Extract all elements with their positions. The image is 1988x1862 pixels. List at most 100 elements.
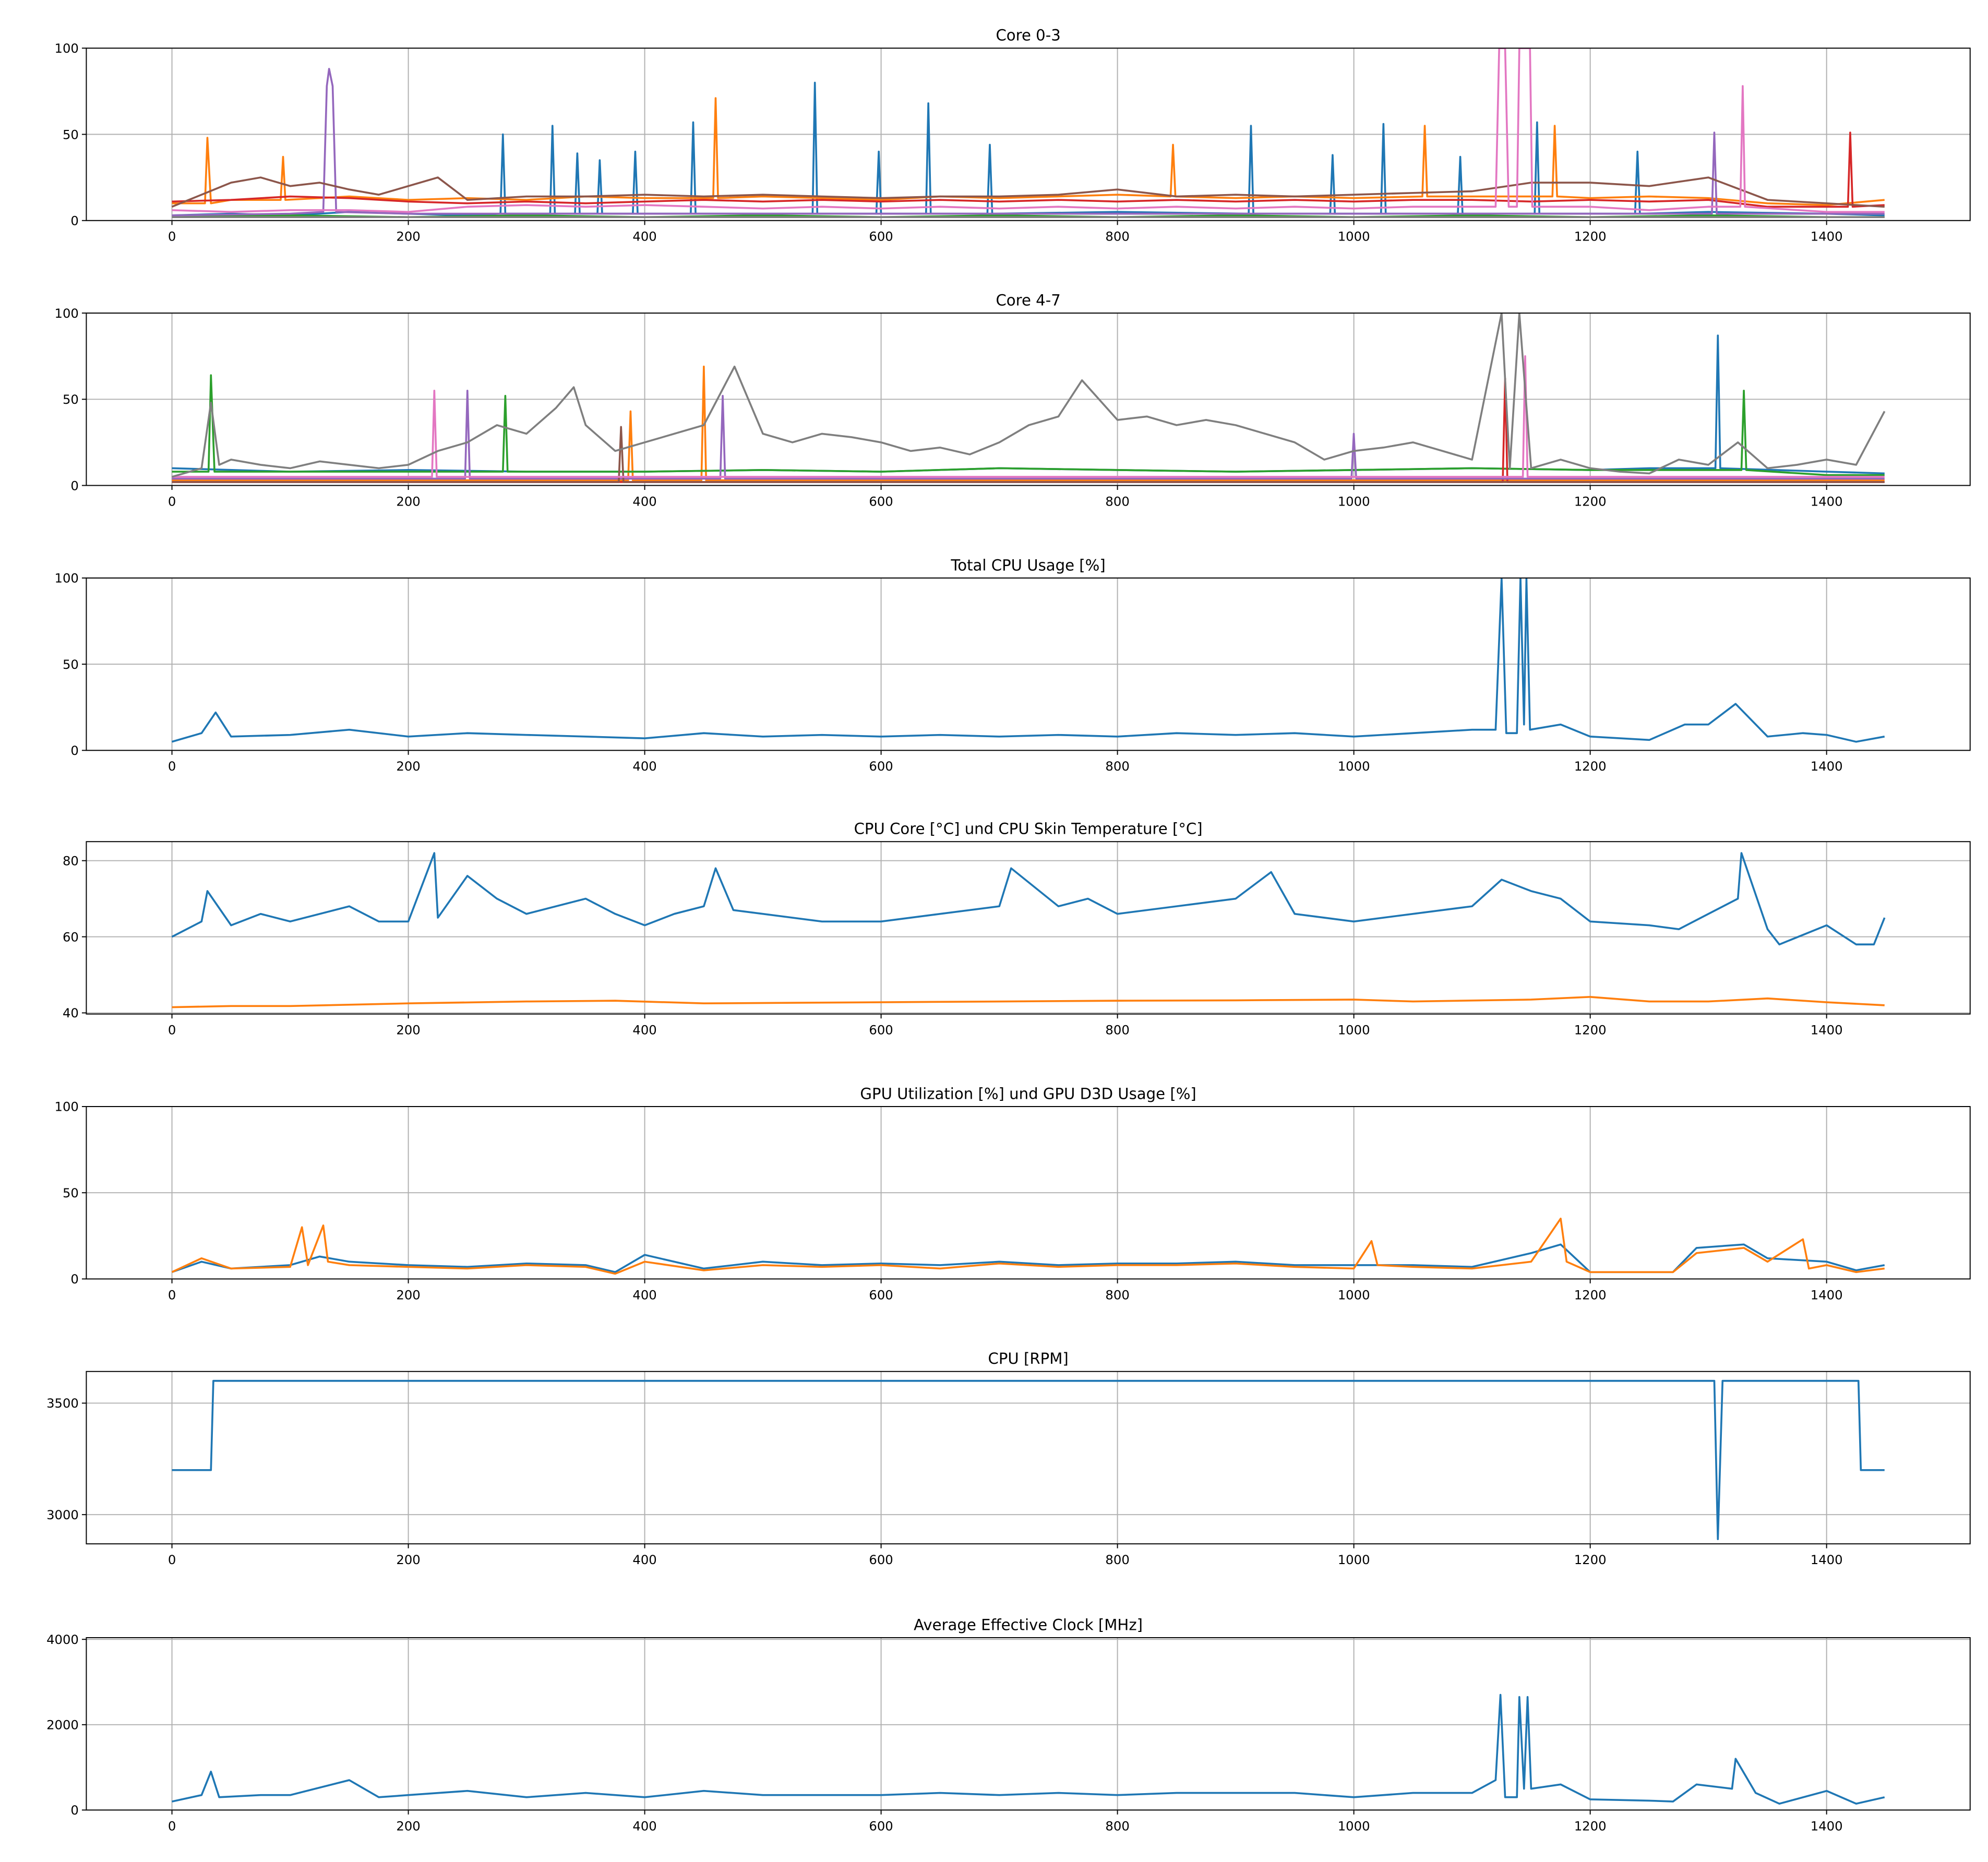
series-line-2 <box>172 365 1885 482</box>
x-tick-label: 400 <box>632 1023 656 1038</box>
axes-frame <box>86 1637 1971 1811</box>
x-tick-label: 1400 <box>1811 229 1843 244</box>
subplot-7: 0 200 400 600 800 1000 1200 1400 0 2000 4000 Averag… <box>46 1616 1971 1833</box>
x-tick-label: 1000 <box>1338 229 1370 244</box>
x-tick-label: 1400 <box>1811 494 1843 509</box>
y-tick-label: 60 <box>63 929 79 944</box>
y-tick-label: 50 <box>63 657 79 672</box>
x-tick-label: 400 <box>632 759 656 774</box>
subplot-title: GPU Utilization [%] und GPU D3D Usage [%… <box>860 1085 1196 1102</box>
x-tick-label: 0 <box>168 1023 176 1038</box>
series-line-8 <box>171 313 1886 478</box>
x-tick-label: 1000 <box>1338 494 1370 509</box>
x-tick-label: 1200 <box>1574 759 1607 774</box>
series-line-5 <box>172 68 1885 217</box>
x-tick-label: 800 <box>1105 229 1129 244</box>
x-tick-label: 1000 <box>1338 1552 1370 1567</box>
x-tick-label: 600 <box>869 1818 893 1833</box>
subplot-4: 0 200 400 600 800 1000 1200 1400 40 60 80 CPU Core … <box>63 820 1971 1038</box>
x-tick-label: 1400 <box>1811 1552 1843 1567</box>
x-tick-label: 1200 <box>1574 1818 1607 1833</box>
x-tick-label: 600 <box>869 229 893 244</box>
series-line-4 <box>172 377 1885 483</box>
x-tick-label: 1200 <box>1574 1287 1607 1302</box>
x-tick-label: 0 <box>168 229 176 244</box>
subplot-title: CPU [RPM] <box>988 1350 1068 1367</box>
series-line-2 <box>171 1217 1885 1275</box>
series-line-7 <box>172 48 1885 213</box>
x-tick-label: 0 <box>168 494 176 509</box>
y-tick-label: 50 <box>63 392 79 407</box>
y-tick-label: 2000 <box>46 1717 79 1733</box>
x-tick-label: 1000 <box>1338 1287 1370 1302</box>
x-tick-label: 400 <box>632 229 656 244</box>
x-tick-label: 800 <box>1105 759 1129 774</box>
series-line-1 <box>171 578 1885 743</box>
x-tick-label: 200 <box>396 1552 420 1567</box>
axes-frame <box>86 841 1971 1015</box>
series-line-5 <box>172 389 1885 480</box>
axes-frame <box>86 47 1971 221</box>
x-tick-label: 400 <box>632 1287 656 1302</box>
x-tick-label: 1000 <box>1338 1818 1370 1833</box>
series-line-1 <box>172 81 1885 217</box>
x-tick-label: 1000 <box>1338 1023 1370 1038</box>
axes-frame <box>86 313 1971 486</box>
subplot-6: 0 200 400 600 800 1000 1200 1400 3000 3500 CPU [RP… <box>46 1350 1971 1567</box>
x-tick-label: 800 <box>1105 1552 1129 1567</box>
x-tick-label: 600 <box>869 1552 893 1567</box>
x-tick-label: 600 <box>869 1287 893 1302</box>
x-tick-label: 800 <box>1105 1023 1129 1038</box>
y-tick-label: 100 <box>55 1099 79 1114</box>
y-tick-label: 4000 <box>46 1632 79 1647</box>
subplot-title: Average Effective Clock [MHz] <box>914 1616 1143 1633</box>
x-tick-label: 0 <box>168 1818 176 1833</box>
y-tick-label: 50 <box>63 1185 79 1200</box>
x-tick-label: 1400 <box>1811 1818 1843 1833</box>
series-line-4 <box>172 131 1885 208</box>
x-tick-label: 0 <box>168 1552 176 1567</box>
series-line-1 <box>172 1693 1885 1805</box>
y-tick-label: 0 <box>70 743 78 758</box>
series-line-1 <box>172 1379 1885 1541</box>
series-line-7 <box>172 355 1885 478</box>
subplot-5: 0 200 400 600 800 1000 1200 1400 0 50 100 GPU Utili… <box>55 1085 1971 1302</box>
x-tick-label: 800 <box>1105 1818 1129 1833</box>
x-tick-label: 1400 <box>1811 1287 1843 1302</box>
x-tick-label: 400 <box>632 1818 656 1833</box>
y-tick-label: 0 <box>70 213 78 228</box>
y-tick-label: 40 <box>63 1005 79 1020</box>
series-line-2 <box>172 996 1885 1008</box>
x-tick-label: 400 <box>632 494 656 509</box>
x-tick-label: 200 <box>396 1818 420 1833</box>
series-line-1 <box>172 334 1885 475</box>
y-tick-label: 3500 <box>46 1396 79 1411</box>
x-tick-label: 1200 <box>1574 1552 1607 1567</box>
subplot-1: 0 200 400 600 800 1000 1200 1400 0 50 100 Core 0-3 <box>55 27 1971 244</box>
y-tick-label: 3000 <box>46 1507 79 1522</box>
axes-frame <box>86 577 1971 751</box>
y-tick-label: 0 <box>70 1271 78 1287</box>
y-tick-label: 100 <box>55 571 79 586</box>
x-tick-label: 600 <box>869 759 893 774</box>
x-tick-label: 800 <box>1105 1287 1129 1302</box>
x-tick-label: 200 <box>396 1023 420 1038</box>
x-tick-label: 600 <box>869 1023 893 1038</box>
series-line-1 <box>171 852 1886 946</box>
subplot-title: CPU Core [°C] und CPU Skin Temperature [… <box>854 820 1203 838</box>
y-tick-label: 100 <box>55 306 79 321</box>
x-tick-label: 1200 <box>1574 1023 1607 1038</box>
y-tick-label: 50 <box>63 127 79 142</box>
x-tick-label: 200 <box>396 494 420 509</box>
subplot-title: Core 0-3 <box>996 27 1060 44</box>
series-line-2 <box>172 97 1885 206</box>
y-tick-label: 0 <box>70 478 78 493</box>
x-tick-label: 200 <box>396 1287 420 1302</box>
y-tick-label: 80 <box>63 853 79 868</box>
x-tick-label: 800 <box>1105 494 1129 509</box>
y-tick-label: 0 <box>70 1803 78 1818</box>
x-tick-label: 200 <box>396 229 420 244</box>
x-tick-label: 0 <box>168 759 176 774</box>
series-line-6 <box>172 426 1885 483</box>
